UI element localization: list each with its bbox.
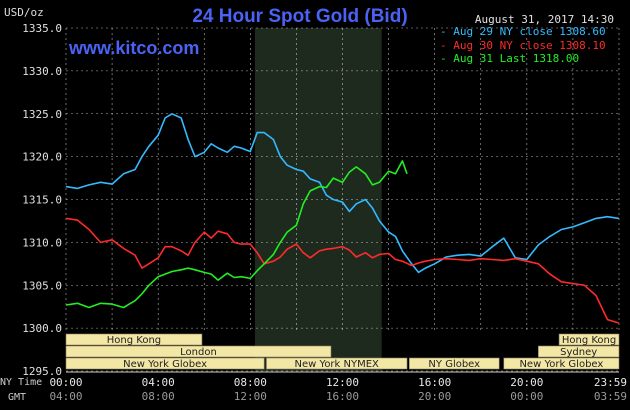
ny-time-tick-label: 20:00 [510,376,543,389]
market-session-label: London [180,347,217,358]
gmt-label: GMT [8,392,27,403]
legend-marker: - [440,25,447,38]
market-session-label: Hong Kong [562,335,616,346]
ny-time-tick-label: 23:59 [594,376,627,389]
y-tick-label: 1305.0 [22,279,62,292]
y-tick-label: 1330.0 [22,65,62,78]
market-session-label: NY Globex [428,359,480,370]
gmt-tick-label: 16:00 [326,390,359,403]
gmt-tick-label: 03:59 [594,390,627,403]
legend-item-aug29: - Aug 29 NY close 1308.60 [440,25,606,39]
market-session-rect [503,357,620,370]
market-session-box: New York Globex [65,357,265,370]
y-tick-label: 1335.0 [22,22,62,35]
ny-time-label: NY Time [0,377,43,388]
series-line-1 [65,217,620,324]
unit-label: USD/oz [4,6,44,19]
y-tick-label: 1300.0 [22,322,62,335]
series-line-2 [65,160,408,309]
market-session-box: London [65,345,332,358]
gmt-tick-label: 04:00 [49,390,82,403]
brand-link[interactable]: www.kitco.com [69,38,200,58]
legend-label: Aug 30 NY close [453,38,553,52]
market-session-box: New York Globex [503,357,620,370]
legend-marker: - [440,52,447,65]
series-line-0 [65,113,619,274]
legend-value: 1318.00 [532,52,580,65]
market-session-label: Sydney [560,347,597,358]
ny-time-tick-label: 08:00 [234,376,267,389]
gmt-tick-label: 08:00 [142,390,175,403]
legend-value: 1308.10 [559,38,606,52]
market-session-box: New York NYMEX [266,357,408,370]
market-session-rect [558,333,620,346]
market-session-rect [538,345,620,358]
legend-item-aug30: - Aug 30 NY close 1308.10 [440,39,606,53]
y-tick-label: 1320.0 [22,151,62,164]
market-session-box: Sydney [538,345,620,358]
legend-value: 1308.60 [559,25,606,38]
market-session-rect [65,333,203,346]
market-session-label: New York Globex [519,359,603,370]
y-tick-label: 1315.0 [22,194,62,207]
market-session-rect [266,357,408,370]
market-session-box: NY Globex [409,357,500,370]
y-tick-label: 1325.0 [22,108,62,121]
y-tick-label: 1295.0 [22,365,62,378]
y-tick-label: 1310.0 [22,236,62,249]
grid-lines [65,27,620,372]
legend-label: Aug 31 Last [453,52,527,65]
market-session-label: Hong Kong [107,335,161,346]
market-session-box: Hong Kong [65,333,203,346]
legend-marker: - [440,38,447,52]
gmt-tick-label: 20:00 [418,390,451,403]
market-session-label: New York NYMEX [295,359,380,370]
market-session-label: New York Globex [123,359,207,370]
market-session-box: Hong Kong [558,333,620,346]
market-session-rect [65,357,265,370]
ny-time-tick-label: 00:00 [49,376,82,389]
ny-time-tick-label: 04:00 [142,376,175,389]
market-session-rect [409,357,500,370]
gmt-tick-label: 12:00 [234,390,267,403]
market-session-rect [65,345,332,358]
ny-time-tick-label: 12:00 [326,376,359,389]
date-label: August 31, 2017 14:30 [474,13,614,26]
legend: - Aug 29 NY close 1308.60 - Aug 30 NY cl… [440,25,606,66]
legend-label: Aug 29 NY close [453,25,553,38]
legend-item-aug31: - Aug 31 Last 1318.00 [440,52,606,66]
gmt-tick-label: 00:00 [510,390,543,403]
ny-time-tick-label: 16:00 [418,376,451,389]
